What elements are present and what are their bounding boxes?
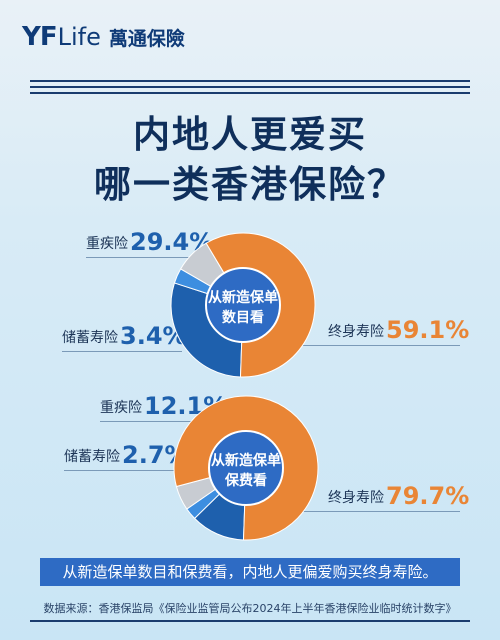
chart2-label-critical-illness: 重疾险12.1% xyxy=(100,392,227,420)
chart1-label-whole-life: 终身寿险59.1% xyxy=(328,316,469,344)
chart1-label-savings-life-name: 储蓄寿险 xyxy=(62,330,118,346)
chart1-center-label-line2: 数目看 xyxy=(222,309,264,326)
chart2-slice-2 xyxy=(175,476,218,510)
chart2-value-savings-life: 2.7% xyxy=(122,441,189,469)
title-line-2: 哪一类香港保险？ xyxy=(94,163,406,206)
chart2-slice-1 xyxy=(186,487,222,520)
chart2-value-whole-life: 79.7% xyxy=(386,482,470,510)
chart1-center-hole xyxy=(205,267,281,343)
chart2-center-label-line2: 保费看 xyxy=(224,472,267,489)
chart1-label-whole-life-name: 终身寿险 xyxy=(328,324,384,340)
chart2-center-label-line1: 从新造保单 xyxy=(211,452,281,469)
chart2-label-critical-illness-name: 重疾险 xyxy=(100,400,142,416)
chart1-label-critical-illness: 重疾险29.4% xyxy=(86,228,213,256)
brand-logo: YF Life 萬通保險 xyxy=(22,20,185,54)
chart1-label-critical-illness-name: 重疾险 xyxy=(86,236,128,252)
chart2-center-hole xyxy=(208,430,284,506)
data-source: 数据来源：香港保监局《保险业监管局公布2024年上半年香港保险业临时统计数字》 xyxy=(43,602,457,615)
chart1-slice-1 xyxy=(173,268,213,295)
chart1-value-whole-life: 59.1% xyxy=(386,316,470,344)
chart2-value-critical-illness: 12.1% xyxy=(144,392,228,420)
decorative-lines xyxy=(30,80,470,98)
chart1-label-savings-life: 储蓄寿险3.4% xyxy=(62,322,187,350)
bottom-divider xyxy=(30,620,470,622)
chart2-label-whole-life-name: 终身寿险 xyxy=(328,490,384,506)
chart1-underline-whole-life xyxy=(300,345,460,346)
chart2-underline-critical-illness xyxy=(100,421,220,422)
chart2-label-savings-life-name: 储蓄寿险 xyxy=(64,449,120,465)
summary-banner: 从新造保单数目和保费看，内地人更偏爱购买终身寿险。 xyxy=(40,558,460,586)
chart1-underline-savings-life xyxy=(62,351,182,352)
brand-yf: YF xyxy=(22,22,58,52)
chart2-underline-savings-life xyxy=(64,470,184,471)
title-line-1: 内地人更爱买 xyxy=(133,113,367,156)
chart2-slice-0 xyxy=(193,492,246,541)
chart1-slice-3 xyxy=(205,232,316,378)
chart1-center-label-line1: 从新造保单 xyxy=(208,289,278,306)
brand-chinese: 萬通保險 xyxy=(108,27,185,50)
chart1-underline-critical-illness xyxy=(86,257,216,258)
chart2-underline-whole-life xyxy=(300,511,460,512)
chart1-value-savings-life: 3.4% xyxy=(120,322,187,350)
chart2-label-whole-life: 终身寿险79.7% xyxy=(328,482,469,510)
chart2-label-savings-life: 储蓄寿险2.7% xyxy=(64,441,189,469)
chart1-value-critical-illness: 29.4% xyxy=(130,228,214,256)
brand-life: Life xyxy=(57,23,101,51)
